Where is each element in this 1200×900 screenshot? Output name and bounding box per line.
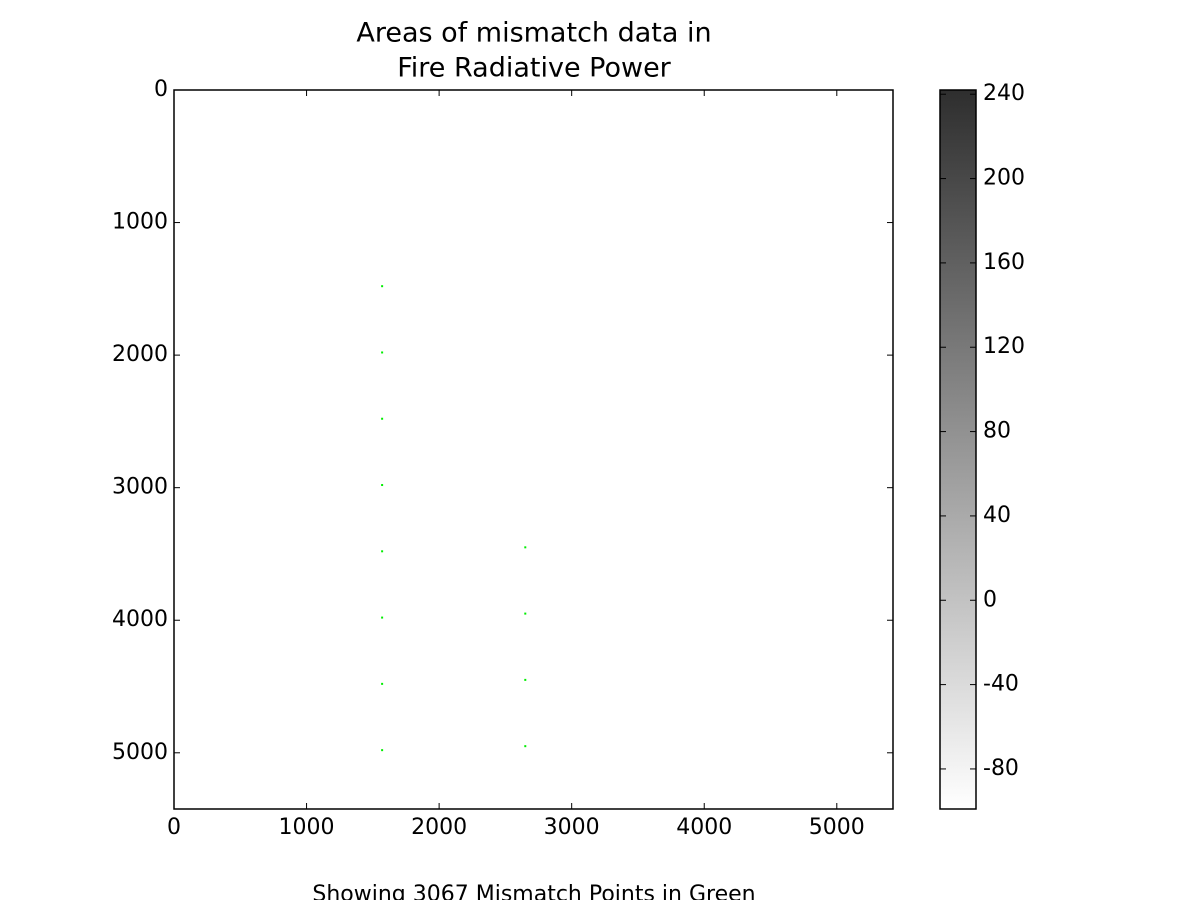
- x-tick-label: 5000: [809, 815, 865, 840]
- chart-title: Fire Radiative Power: [397, 53, 671, 84]
- mismatch-point: [381, 417, 384, 420]
- mismatch-point: [524, 612, 527, 615]
- x-tick-label: 0: [167, 815, 181, 840]
- y-tick-label: 3000: [112, 475, 168, 500]
- y-tick-label: 5000: [112, 740, 168, 765]
- x-tick-label: 2000: [411, 815, 467, 840]
- y-tick-label: 0: [154, 77, 168, 102]
- x-tick-label: 4000: [676, 815, 732, 840]
- colorbar-tick-label: 40: [983, 503, 1011, 528]
- mismatch-point: [381, 484, 384, 487]
- colorbar-tick-label: 240: [983, 81, 1025, 106]
- mismatch-point: [524, 678, 527, 681]
- mismatch-point: [524, 546, 527, 549]
- mismatch-point: [381, 682, 384, 685]
- mismatch-point: [381, 616, 384, 619]
- mismatch-point: [381, 749, 384, 752]
- colorbar-tick-label: -80: [983, 756, 1019, 781]
- mismatch-point: [524, 745, 527, 748]
- colorbar-tick-label: -40: [983, 672, 1019, 697]
- mismatch-point: [381, 285, 384, 288]
- chart-title: Areas of mismatch data in: [356, 18, 711, 49]
- colorbar-tick-label: 80: [983, 419, 1011, 444]
- colorbar-tick-label: 200: [983, 166, 1025, 191]
- y-tick-label: 4000: [112, 607, 168, 632]
- y-tick-label: 2000: [112, 342, 168, 367]
- colorbar: [939, 89, 977, 810]
- x-tick-label: 3000: [544, 815, 600, 840]
- colorbar-tick-label: 0: [983, 587, 997, 612]
- x-tick-label: 1000: [279, 815, 335, 840]
- colorbar-tick-label: 120: [983, 334, 1025, 359]
- y-tick-label: 1000: [112, 210, 168, 235]
- plot-area: [173, 89, 894, 810]
- x-axis-label: Showing 3067 Mismatch Points in Green: [312, 882, 755, 900]
- mismatch-point: [381, 351, 384, 354]
- colorbar-tick-label: 160: [983, 250, 1025, 275]
- mismatch-point: [381, 550, 384, 553]
